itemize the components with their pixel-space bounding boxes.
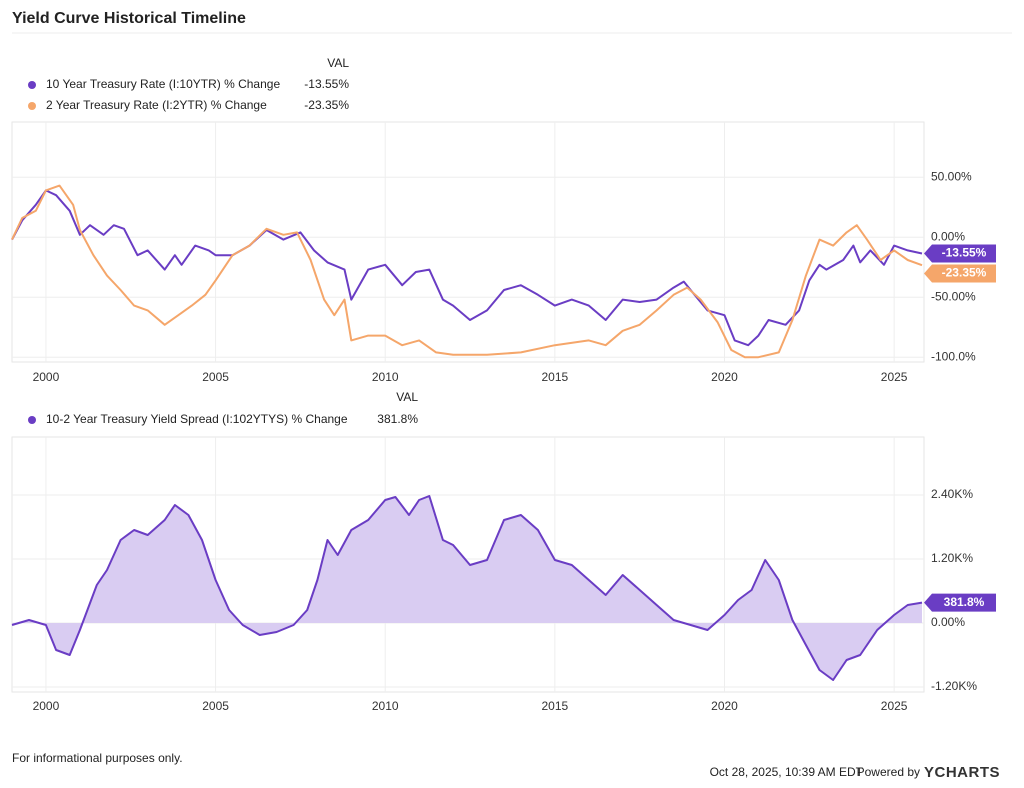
x-tick-label: 2025 — [881, 699, 908, 713]
series-line — [11, 495, 923, 681]
x-tick-label: 2010 — [372, 370, 399, 384]
y-tick-label: -50.00% — [931, 289, 976, 303]
x-tick-label: 2020 — [711, 699, 738, 713]
y-tick-label: 1.20K% — [931, 551, 973, 565]
legend-header: VAL — [396, 390, 418, 404]
plot-frame — [11, 436, 925, 693]
x-tick-label: 2015 — [542, 699, 569, 713]
legend-header: VAL — [327, 56, 349, 70]
last-value-label: 381.8% — [944, 595, 985, 609]
page-title: Yield Curve Historical Timeline — [12, 10, 246, 27]
series-line — [11, 184, 923, 359]
footer-note: For informational purposes only. — [12, 751, 183, 765]
footer-timestamp: Oct 28, 2025, 10:39 AM EDT — [710, 765, 864, 779]
y-tick-label: -1.20K% — [931, 679, 977, 693]
last-value-flag — [924, 593, 996, 612]
legend-label: 10-2 Year Treasury Yield Spread (I:102YT… — [46, 412, 348, 426]
legend-label: 10 Year Treasury Rate (I:10YTR) % Change — [46, 77, 280, 91]
y-tick-label: 2.40K% — [931, 487, 973, 501]
legend-marker — [28, 102, 36, 110]
y-tick-label: 0.00% — [931, 229, 965, 243]
legend-marker — [28, 81, 36, 89]
x-tick-label: 2025 — [881, 370, 908, 384]
legend-marker — [28, 416, 36, 424]
y-tick-label: 50.00% — [931, 169, 972, 183]
area-fill — [12, 496, 922, 680]
x-tick-label: 2000 — [33, 699, 60, 713]
x-tick-label: 2020 — [711, 370, 738, 384]
legend-value: 381.8% — [377, 412, 418, 426]
last-value-flag — [924, 244, 996, 263]
x-tick-label: 2000 — [33, 370, 60, 384]
last-value-label: -23.35% — [942, 266, 987, 280]
x-tick-label: 2005 — [202, 699, 229, 713]
x-tick-label: 2005 — [202, 370, 229, 384]
brand-logo: YCHARTS — [924, 764, 1000, 781]
y-tick-label: 0.00% — [931, 615, 965, 629]
legend-value: -23.35% — [304, 98, 349, 112]
legend-value: -13.55% — [304, 77, 349, 91]
footer-powered-by: Powered by — [857, 765, 920, 779]
plot-frame — [11, 121, 925, 363]
x-tick-label: 2015 — [542, 370, 569, 384]
last-value-flag — [924, 264, 996, 283]
y-tick-label: -100.0% — [931, 349, 976, 363]
series-line — [11, 189, 923, 347]
last-value-label: -13.55% — [942, 246, 987, 260]
x-tick-label: 2010 — [372, 699, 399, 713]
legend-label: 2 Year Treasury Rate (I:2YTR) % Change — [46, 98, 267, 112]
